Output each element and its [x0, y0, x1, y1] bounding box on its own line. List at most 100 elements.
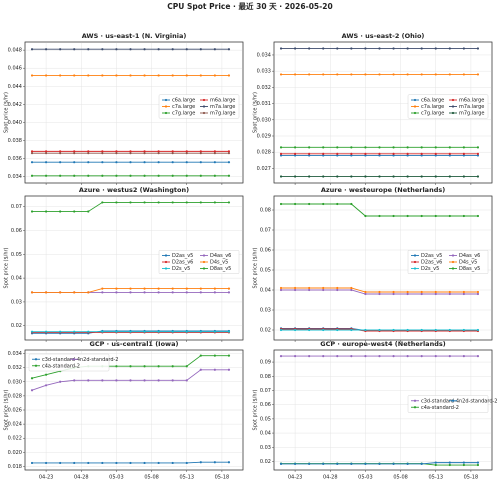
panel-title: GCP · europe-west4 (Netherlands)	[320, 340, 445, 348]
legend-marker	[34, 364, 38, 367]
point	[308, 288, 311, 292]
y-tick-label: 0.034	[8, 174, 22, 180]
point	[73, 74, 76, 77]
y-axis-label: Spot price ($/hr)	[4, 389, 10, 430]
legend-marker	[202, 105, 206, 108]
point	[392, 47, 395, 50]
point	[171, 461, 174, 465]
point	[350, 47, 353, 50]
point	[44, 161, 48, 164]
point	[364, 355, 367, 358]
legend-marker	[413, 406, 417, 409]
point	[44, 461, 48, 465]
point	[157, 152, 160, 155]
point	[87, 152, 90, 155]
point	[293, 286, 297, 290]
point	[336, 286, 339, 290]
point	[44, 48, 48, 51]
point	[227, 291, 231, 294]
point	[336, 73, 339, 76]
point	[392, 214, 395, 218]
point	[392, 462, 395, 465]
point	[101, 150, 104, 153]
point	[171, 152, 174, 155]
point	[308, 154, 311, 157]
point	[406, 292, 409, 296]
point	[59, 174, 62, 177]
point	[30, 150, 34, 153]
point	[462, 328, 465, 332]
legend-marker	[202, 267, 206, 270]
point	[279, 47, 283, 50]
x-tick-label: 04-23	[39, 475, 54, 481]
point	[364, 146, 367, 149]
point	[279, 288, 283, 292]
legend-marker	[34, 358, 38, 361]
point	[322, 462, 325, 465]
point	[171, 330, 174, 333]
y-tick-label: 0.027	[257, 166, 271, 172]
point	[185, 330, 188, 333]
point	[115, 152, 118, 155]
y-tick-label: 0.036	[8, 156, 22, 162]
point	[308, 355, 311, 358]
y-axis-label: Spot price ($/hr)	[253, 92, 259, 133]
point	[279, 355, 283, 358]
point	[364, 73, 367, 76]
legend-marker	[72, 358, 76, 361]
point	[476, 463, 480, 467]
point	[279, 462, 283, 465]
point	[73, 210, 76, 213]
y-tick-label: 0.018	[8, 464, 22, 470]
point	[171, 379, 174, 382]
point	[143, 365, 146, 368]
panel-title: Azure · westeurope (Netherlands)	[321, 186, 445, 194]
y-tick-label: 0.06	[260, 248, 271, 254]
point	[59, 330, 62, 333]
y-tick-label: 0.04	[260, 431, 271, 437]
point	[87, 48, 90, 51]
point	[336, 146, 339, 149]
point	[350, 328, 353, 332]
point	[129, 365, 132, 368]
point	[364, 328, 367, 332]
y-tick-label: 0.05	[260, 268, 271, 274]
point	[129, 48, 132, 51]
point	[420, 292, 423, 296]
point	[378, 73, 381, 76]
point	[322, 73, 325, 76]
point	[87, 174, 90, 177]
point	[406, 462, 409, 465]
point	[293, 355, 297, 358]
point	[322, 47, 325, 50]
point	[199, 354, 202, 357]
point	[420, 154, 423, 157]
point	[279, 328, 283, 332]
point	[420, 73, 423, 76]
legend-marker	[413, 254, 417, 257]
y-tick-label: 0.02	[260, 328, 271, 334]
legend-label: c4a-standard-2	[42, 363, 80, 369]
point	[73, 48, 76, 51]
point	[44, 74, 48, 77]
y-axis-label: Spot price ($/hr)	[253, 389, 259, 430]
legend-label: D2as_v6	[172, 260, 193, 266]
point	[336, 154, 339, 157]
y-tick-label: 0.07	[11, 204, 22, 210]
point	[476, 290, 480, 294]
point	[378, 328, 381, 332]
y-tick-label: 0.022	[8, 436, 22, 442]
point	[476, 152, 480, 155]
y-tick-label: 0.04	[260, 288, 271, 294]
point	[406, 214, 409, 218]
y-tick-label: 0.02	[260, 459, 271, 465]
point	[227, 368, 231, 371]
point	[279, 202, 283, 206]
point	[364, 214, 367, 218]
point	[420, 47, 423, 50]
legend-label: D2as_v5	[421, 253, 442, 259]
legend-marker	[451, 399, 455, 402]
point	[448, 292, 451, 296]
point	[30, 174, 34, 177]
point	[308, 328, 311, 332]
